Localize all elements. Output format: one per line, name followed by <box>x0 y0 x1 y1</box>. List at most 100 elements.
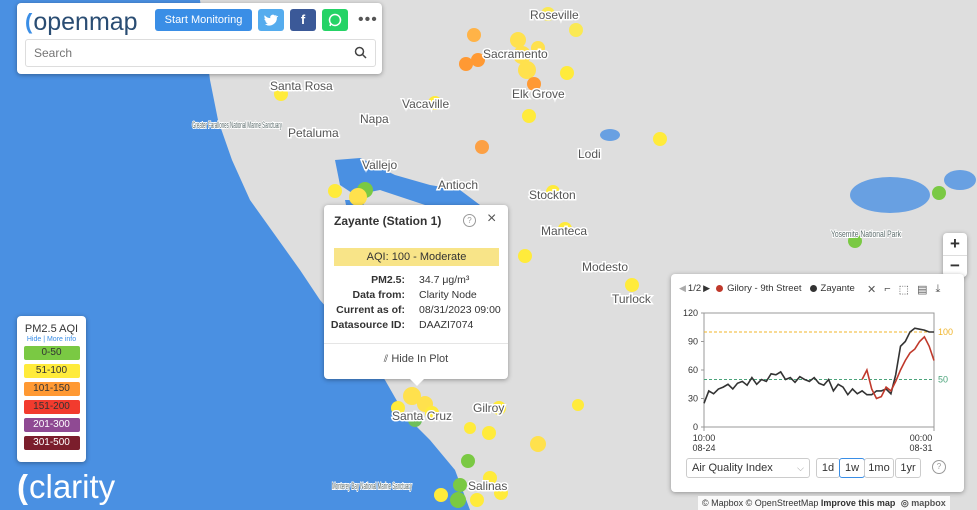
series-line-zayante <box>703 327 934 404</box>
x-tick-label: 10:00 <box>693 433 716 443</box>
legend-title: PM2.5 AQI <box>24 323 79 335</box>
twitter-share-button[interactable] <box>258 9 284 31</box>
aqi-badge: AQI: 100 - Moderate <box>334 248 499 266</box>
metric-select-value: Air Quality Index <box>692 462 773 474</box>
x-tick-label: 08-24 <box>692 443 715 452</box>
popup-pointer <box>409 378 425 386</box>
legend-hide-link[interactable]: Hide <box>26 336 42 343</box>
next-page-icon[interactable]: ▶ <box>703 283 711 293</box>
plot-frame <box>703 312 935 428</box>
x-tick-label: 00:00 <box>910 433 933 443</box>
search-icon[interactable] <box>354 46 367 59</box>
map-label: Manteca <box>541 224 587 238</box>
field-row: Current as of: 08/31/2023 09:00 <box>336 304 501 316</box>
y-tick-label: 0 <box>693 422 698 432</box>
y-tick-label: 60 <box>688 365 698 375</box>
plot-header: ◀ 1/2 ▶ Gilory - 9th Street Zayante <box>679 283 855 294</box>
more-options-icon[interactable]: ••• <box>358 11 378 28</box>
range-1d-button[interactable]: 1d <box>816 458 840 478</box>
legend-bin: 301-500 <box>23 436 80 450</box>
document-icon[interactable]: ▤ <box>917 284 928 296</box>
chart-icon: ⫽ <box>383 354 389 365</box>
map-label: Vallejo <box>362 158 397 172</box>
lake-small <box>600 129 620 141</box>
legend-links: Hide | More info <box>26 336 77 343</box>
park-label: Yosemite National Park <box>831 229 901 239</box>
y-tick-label: 90 <box>688 337 698 347</box>
series-label: Gilory - 9th Street <box>727 283 802 294</box>
x-tick-label: 08-31 <box>909 443 932 452</box>
crop-icon[interactable]: ⌐ <box>884 283 891 295</box>
series-label: Zayante <box>820 283 855 294</box>
attribution-osm[interactable]: © OpenStreetMap <box>745 498 819 508</box>
map-label: Modesto <box>582 260 628 274</box>
map-label: Petaluma <box>288 126 339 140</box>
start-monitoring-button[interactable]: Start Monitoring <box>155 9 252 31</box>
mapbox-logo-text: mapbox <box>911 498 946 508</box>
close-icon[interactable]: × <box>487 210 497 227</box>
series-dot-dark <box>809 285 817 292</box>
range-1mo-button[interactable]: 1mo <box>864 458 894 478</box>
attribution-mapbox[interactable]: © Mapbox <box>702 498 744 508</box>
legend-more-info-link[interactable]: More info <box>46 336 77 343</box>
clarity-logo-text: clarity <box>29 468 116 505</box>
map-label: Vacaville <box>402 97 449 111</box>
series-line-gilory-9th-street <box>861 335 935 400</box>
map-label: Santa Rosa <box>270 79 333 93</box>
range-1yr-button[interactable]: 1yr <box>895 458 921 478</box>
hide-in-plot-button[interactable]: ⫽ Hide In Plot <box>324 353 508 365</box>
expand-icon[interactable]: ⬚ <box>898 284 910 296</box>
download-icon[interactable]: ⤓ <box>935 283 941 295</box>
map-label: Roseville <box>530 8 579 22</box>
map-attribution: © Mapbox © OpenStreetMap Improve this ma… <box>698 496 950 510</box>
help-icon[interactable]: ? <box>463 214 476 227</box>
aqi-legend: PM2.5 AQI Hide | More info 0-50 51-100 1… <box>17 316 86 462</box>
map-label: Santa Cruz <box>392 409 452 423</box>
popup-title: Zayante (Station 1) <box>334 214 442 228</box>
aqi-markers[interactable] <box>274 7 946 508</box>
whatsapp-share-button[interactable] <box>322 9 348 31</box>
clarity-logo[interactable]: ( clarity <box>17 468 115 506</box>
lake-yosemite-area <box>850 177 930 213</box>
mapbox-logo-icon: ◎ <box>900 498 909 508</box>
map-label: Turlock <box>612 292 652 306</box>
legend-bin: 0-50 <box>23 346 80 360</box>
map-label: Salinas <box>468 479 507 493</box>
page-indicator: 1/2 <box>687 283 702 294</box>
zoom-controls: + − <box>943 233 967 277</box>
lake-east <box>944 170 976 190</box>
map-label: Napa <box>360 112 389 126</box>
map-label: Antioch <box>438 178 478 192</box>
y-tick-label: 120 <box>683 308 698 318</box>
whatsapp-icon <box>328 13 342 27</box>
plot-help-icon[interactable]: ? <box>932 460 946 474</box>
metric-select[interactable]: Air Quality Index ⌵ <box>686 458 810 478</box>
field-row: Data from: Clarity Node <box>352 289 477 301</box>
legend-bin: 101-150 <box>23 382 80 396</box>
bay-north <box>335 158 480 215</box>
field-row: Datasource ID: DAAZI7074 <box>330 319 474 331</box>
field-row: PM2.5: 34.7 μg/m³ <box>371 274 470 286</box>
park-label: Greater Farallones National Marine Sanct… <box>192 120 282 130</box>
logo-icon: ( <box>25 9 33 34</box>
map-label: Lodi <box>578 147 601 161</box>
facebook-share-button[interactable]: f <box>290 9 316 31</box>
search-input[interactable] <box>32 43 346 63</box>
mapbox-logo[interactable]: ◎ mapbox <box>901 498 946 508</box>
search-box[interactable] <box>25 39 376 67</box>
prev-page-icon[interactable]: ◀ <box>679 283 686 293</box>
zoom-in-button[interactable]: + <box>943 233 967 256</box>
openmap-logo[interactable]: ( openmap <box>25 7 138 37</box>
logo-text: openmap <box>33 7 138 36</box>
station-popup: Zayante (Station 1) ? × AQI: 100 - Moder… <box>324 205 508 379</box>
range-1w-button[interactable]: 1w <box>839 458 865 478</box>
map-label: Stockton <box>529 188 576 202</box>
zoom-out-button[interactable]: − <box>950 256 960 275</box>
close-plot-icon[interactable]: ✕ <box>867 284 877 296</box>
reference-label: 50 <box>938 375 948 385</box>
y-tick-label: 30 <box>688 394 698 404</box>
improve-map-link[interactable]: Improve this map <box>820 498 896 508</box>
plot-panel: ◀ 1/2 ▶ Gilory - 9th Street Zayante ✕ ⌐ … <box>671 274 964 492</box>
map-label: Sacramento <box>483 47 548 61</box>
